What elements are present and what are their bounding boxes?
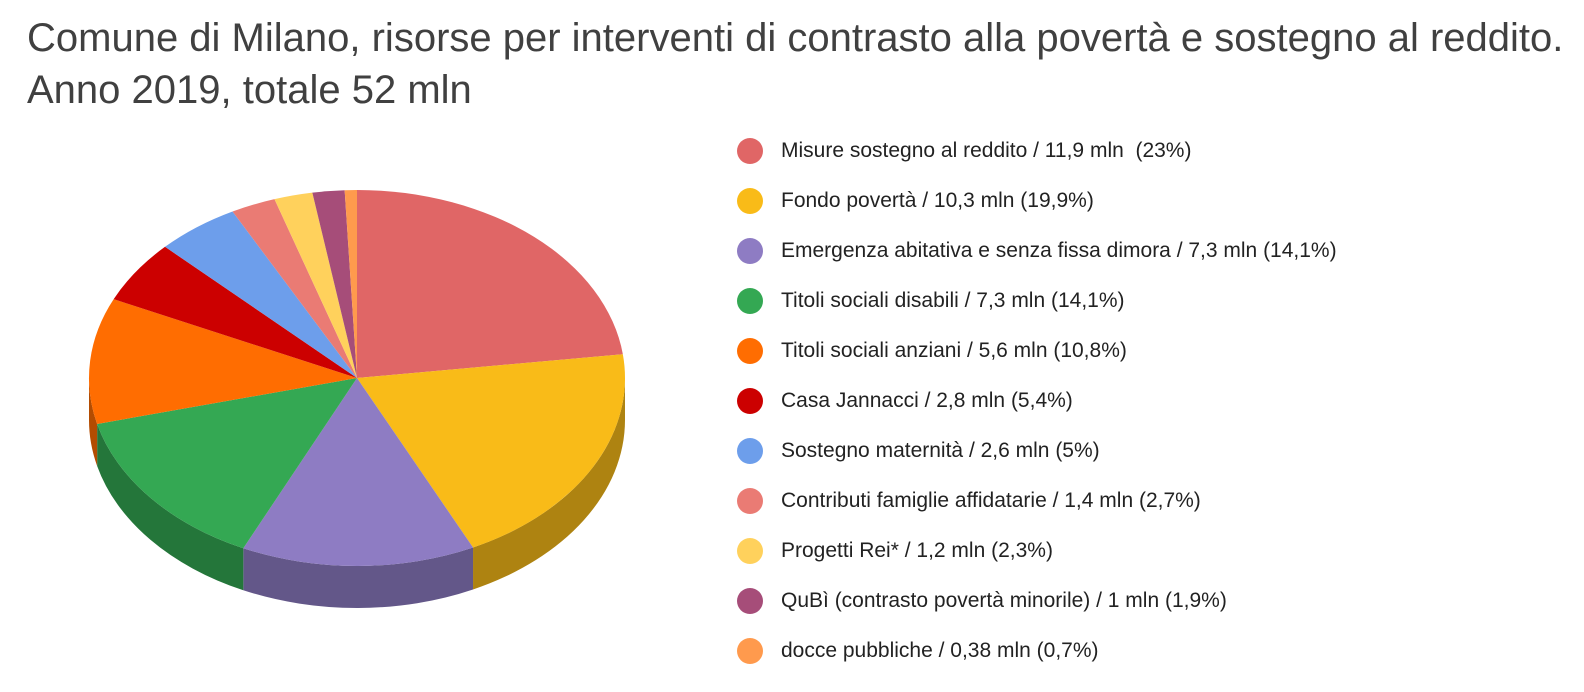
pie-slice-10-qub-contrasto-povert-minorile bbox=[312, 190, 357, 378]
legend-swatch bbox=[737, 588, 763, 614]
pie-slice-4-titoli-sociali-disabili-side bbox=[97, 423, 244, 591]
pie-slice-2-fondo-povert bbox=[357, 354, 625, 548]
legend-item: Contributi famiglie affidatarie / 1,4 ml… bbox=[737, 476, 1337, 526]
pie-slice-4-titoli-sociali-disabili bbox=[97, 378, 357, 549]
legend-label: Titoli sociali disabili / 7,3 mln (14,1%… bbox=[781, 289, 1125, 312]
legend-item: Casa Jannacci / 2,8 mln (5,4%) bbox=[737, 376, 1337, 426]
legend-swatch bbox=[737, 238, 763, 264]
legend-item: Titoli sociali anziani / 5,6 mln (10,8%) bbox=[737, 326, 1337, 376]
legend-item: Sostegno maternità / 2,6 mln (5%) bbox=[737, 426, 1337, 476]
pie-slice-7-sostegno-maternit bbox=[165, 211, 357, 378]
legend-label: Titoli sociali anziani / 5,6 mln (10,8%) bbox=[781, 339, 1127, 362]
legend-swatch bbox=[737, 338, 763, 364]
legend-label: Sostegno maternità / 2,6 mln (5%) bbox=[781, 439, 1100, 462]
pie-slice-3-emergenza-abitativa-e-senza-fissa-dimora-side bbox=[243, 547, 474, 608]
legend-label: Emergenza abitativa e senza fissa dimora… bbox=[781, 239, 1337, 262]
legend-label: docce pubbliche / 0,38 mln (0,7%) bbox=[781, 639, 1099, 662]
legend-item: Progetti Rei* / 1,2 mln (2,3%) bbox=[737, 526, 1337, 576]
pie-slice-2-fondo-povert-side bbox=[473, 378, 625, 590]
legend-item: Emergenza abitativa e senza fissa dimora… bbox=[737, 226, 1337, 276]
pie-slice-8-contributi-famiglie-affidatarie bbox=[232, 199, 357, 378]
legend-label: Contributi famiglie affidatarie / 1,4 ml… bbox=[781, 489, 1201, 512]
legend-swatch bbox=[737, 288, 763, 314]
legend-label: QuBì (contrasto povertà minorile) / 1 ml… bbox=[781, 589, 1227, 612]
legend-label: Casa Jannacci / 2,8 mln (5,4%) bbox=[781, 389, 1073, 412]
pie-chart bbox=[89, 190, 625, 608]
legend-label: Misure sostegno al reddito / 11,9 mln (2… bbox=[781, 139, 1192, 162]
legend-swatch bbox=[737, 188, 763, 214]
pie-slice-5-titoli-sociali-anziani-side bbox=[89, 378, 98, 466]
pie-slice-3-emergenza-abitativa-e-senza-fissa-dimora bbox=[243, 378, 474, 566]
legend-item: Misure sostegno al reddito / 11,9 mln (2… bbox=[737, 126, 1337, 176]
legend-label: Fondo povertà / 10,3 mln (19,9%) bbox=[781, 189, 1094, 212]
chart-title: Comune di Milano, risorse per interventi… bbox=[27, 16, 1564, 112]
pie-slice-6-casa-jannacci bbox=[113, 246, 357, 378]
legend-item: Titoli sociali disabili / 7,3 mln (14,1%… bbox=[737, 276, 1337, 326]
legend-swatch bbox=[737, 138, 763, 164]
legend-swatch bbox=[737, 638, 763, 664]
pie-slice-1-misure-sostegno-al-reddito bbox=[357, 190, 623, 378]
legend-swatch bbox=[737, 388, 763, 414]
legend-swatch bbox=[737, 488, 763, 514]
legend-item: QuBì (contrasto povertà minorile) / 1 ml… bbox=[737, 576, 1337, 626]
legend-swatch bbox=[737, 438, 763, 464]
pie-side-walls bbox=[89, 378, 625, 608]
pie-slice-11-docce-pubbliche bbox=[344, 190, 357, 378]
pie-slice-9-progetti-rei bbox=[274, 192, 357, 378]
legend-swatch bbox=[737, 538, 763, 564]
pie-top-faces bbox=[89, 190, 625, 566]
legend-label: Progetti Rei* / 1,2 mln (2,3%) bbox=[781, 539, 1053, 562]
legend-item: Fondo povertà / 10,3 mln (19,9%) bbox=[737, 176, 1337, 226]
chart-legend: Misure sostegno al reddito / 11,9 mln (2… bbox=[737, 126, 1337, 676]
pie-slice-5-titoli-sociali-anziani bbox=[89, 299, 357, 424]
legend-item: docce pubbliche / 0,38 mln (0,7%) bbox=[737, 626, 1337, 676]
